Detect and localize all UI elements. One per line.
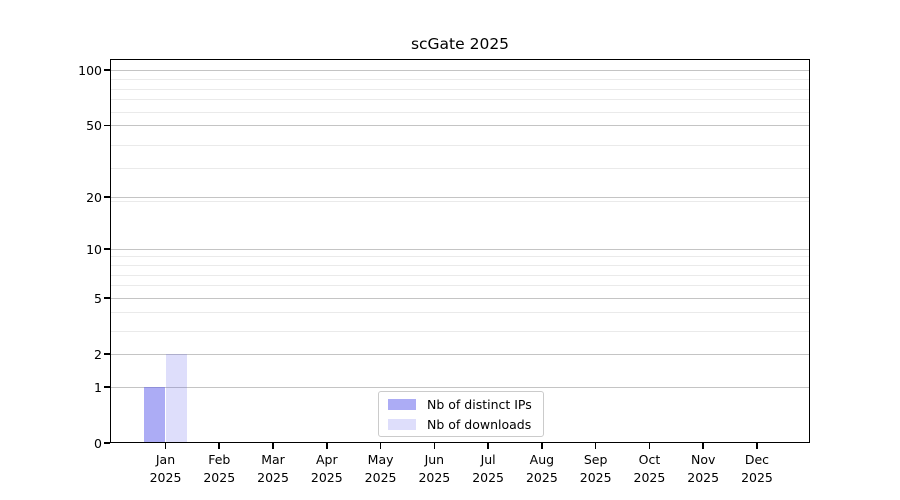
y-gridline-major (110, 248, 810, 250)
x-tick-label: Oct 2025 (633, 452, 666, 485)
x-tick-label: May 2025 (364, 452, 397, 485)
y-tick-label: 0 (94, 435, 102, 451)
y-gridline-minor (110, 256, 810, 258)
x-tick (164, 443, 167, 449)
x-tick-label: Apr 2025 (310, 452, 343, 485)
x-tick-label: Jul 2025 (472, 452, 505, 485)
y-tick-label: 20 (86, 189, 102, 205)
y-tick (104, 248, 110, 251)
x-tick (702, 443, 704, 449)
x-tick (541, 443, 543, 449)
y-tick-label: 10 (86, 241, 102, 257)
bar-nb-of-distinct-ips (143, 387, 166, 443)
x-tick (379, 443, 382, 449)
legend-label-downloads: Nb of downloads (427, 416, 532, 432)
y-gridline-major (110, 124, 810, 126)
x-tick-label: Jun 2025 (418, 452, 451, 485)
x-tick (756, 443, 758, 449)
y-gridline-minor (110, 200, 810, 202)
y-gridline-major (110, 69, 810, 71)
legend-item-downloads: Nb of downloads (388, 417, 534, 432)
x-tick-label: Sep 2025 (579, 452, 612, 485)
y-tick (104, 353, 110, 356)
x-tick (487, 443, 489, 449)
legend-label-distinct-ips: Nb of distinct IPs (427, 396, 532, 412)
x-tick (433, 443, 436, 449)
plot-frame (110, 59, 810, 443)
y-gridline-major (110, 297, 810, 299)
y-gridline-minor (110, 79, 810, 80)
y-tick-label: 5 (94, 290, 102, 306)
y-tick-label: 1 (94, 379, 102, 395)
y-gridline-minor (110, 99, 810, 101)
y-tick (104, 386, 110, 388)
x-tick-label: Aug 2025 (525, 452, 558, 485)
y-gridline-minor (110, 144, 810, 146)
x-tick (326, 443, 328, 449)
y-tick-label: 2 (94, 346, 102, 362)
legend-item-distinct-ips: Nb of distinct IPs (388, 397, 534, 412)
legend-swatch-downloads (388, 418, 416, 430)
y-gridline-minor (110, 285, 810, 287)
y-gridline-major (110, 353, 810, 355)
legend-swatch-distinct-ips (388, 398, 416, 410)
y-gridline-minor (110, 312, 810, 314)
y-tick (104, 69, 110, 71)
x-tick (594, 443, 597, 449)
x-tick-label: Jan 2025 (149, 452, 182, 485)
x-tick (648, 443, 651, 449)
bar-nb-of-downloads (165, 354, 188, 443)
x-tick (218, 443, 221, 449)
x-tick-label: Mar 2025 (257, 452, 289, 485)
x-tick-label: Feb 2025 (203, 452, 236, 485)
y-gridline-major (110, 196, 810, 198)
y-tick (104, 124, 110, 127)
y-tick (104, 442, 110, 444)
y-gridline-minor (110, 330, 810, 332)
y-tick (104, 196, 110, 198)
y-gridline-minor (110, 167, 810, 169)
chart-title: scGate 2025 (410, 35, 510, 53)
legend: Nb of distinct IPs Nb of downloads (378, 391, 544, 437)
y-tick-label: 50 (86, 117, 102, 133)
y-tick (104, 297, 110, 300)
x-tick-label: Nov 2025 (687, 452, 720, 485)
y-gridline-major (110, 386, 810, 388)
y-gridline-minor (110, 265, 810, 266)
y-gridline-minor (110, 111, 810, 113)
x-tick-label: Dec 2025 (741, 452, 773, 485)
y-tick-label: 100 (78, 62, 102, 78)
y-gridline-minor (110, 274, 810, 276)
x-tick (272, 443, 274, 449)
y-gridline-minor (110, 88, 810, 90)
